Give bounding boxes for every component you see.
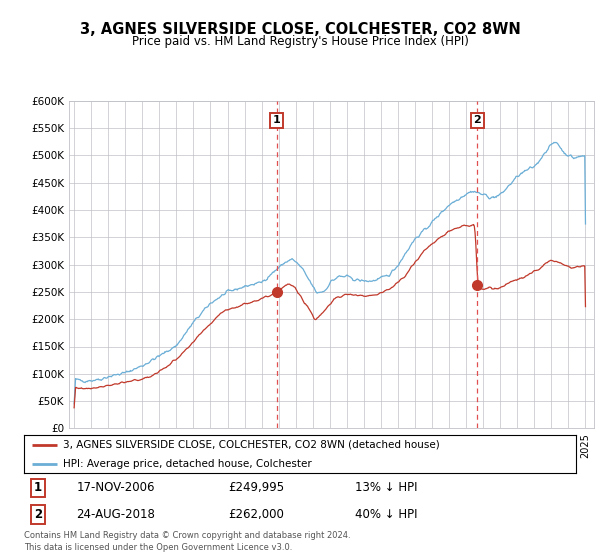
Text: 17-NOV-2006: 17-NOV-2006 bbox=[76, 482, 155, 494]
Text: £262,000: £262,000 bbox=[228, 508, 284, 521]
Text: Contains HM Land Registry data © Crown copyright and database right 2024.
This d: Contains HM Land Registry data © Crown c… bbox=[24, 531, 350, 552]
Text: HPI: Average price, detached house, Colchester: HPI: Average price, detached house, Colc… bbox=[62, 459, 311, 469]
Text: 1: 1 bbox=[34, 482, 42, 494]
Text: 13% ↓ HPI: 13% ↓ HPI bbox=[355, 482, 418, 494]
Text: 3, AGNES SILVERSIDE CLOSE, COLCHESTER, CO2 8WN (detached house): 3, AGNES SILVERSIDE CLOSE, COLCHESTER, C… bbox=[62, 440, 439, 450]
Text: £249,995: £249,995 bbox=[228, 482, 284, 494]
Text: 2: 2 bbox=[473, 115, 481, 125]
Text: Price paid vs. HM Land Registry's House Price Index (HPI): Price paid vs. HM Land Registry's House … bbox=[131, 35, 469, 48]
Text: 2: 2 bbox=[34, 508, 42, 521]
Text: 3, AGNES SILVERSIDE CLOSE, COLCHESTER, CO2 8WN: 3, AGNES SILVERSIDE CLOSE, COLCHESTER, C… bbox=[80, 22, 520, 38]
Text: 1: 1 bbox=[273, 115, 280, 125]
Text: 40% ↓ HPI: 40% ↓ HPI bbox=[355, 508, 418, 521]
Text: 24-AUG-2018: 24-AUG-2018 bbox=[76, 508, 155, 521]
